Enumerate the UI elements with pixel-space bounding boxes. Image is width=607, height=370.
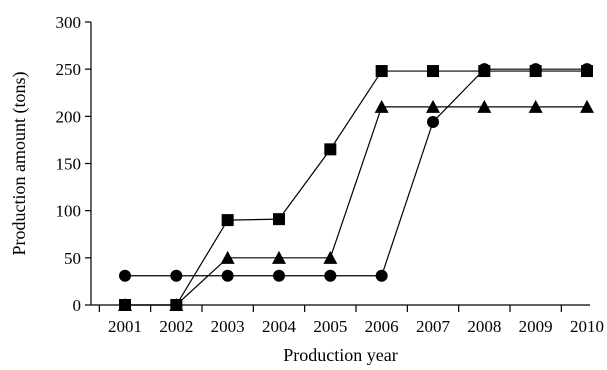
y-ticks: 0 50 100 150 200 250 300 xyxy=(56,13,91,315)
y-tick-label: 200 xyxy=(56,107,82,126)
y-tick-label: 150 xyxy=(56,155,82,174)
x-axis-label: Production year xyxy=(283,345,397,365)
triangle-marker xyxy=(426,99,440,113)
circle-marker xyxy=(478,63,491,76)
series-square xyxy=(119,65,593,311)
square-marker xyxy=(273,213,285,226)
x-tick-label: 2006 xyxy=(365,317,399,336)
triangle-marker xyxy=(323,250,338,264)
axes xyxy=(90,22,590,306)
circle-marker xyxy=(170,269,183,282)
series-line xyxy=(125,68,587,277)
series-line xyxy=(125,106,587,306)
y-tick-label: 100 xyxy=(56,202,82,221)
triangle-marker xyxy=(272,250,286,264)
x-tick-label: 2002 xyxy=(159,317,193,336)
x-tick-label: 2001 xyxy=(108,317,142,336)
triangle-marker xyxy=(477,99,492,113)
square-marker xyxy=(427,65,439,78)
triangle-marker xyxy=(169,298,184,311)
y-axis-label: Production amount (tons) xyxy=(9,72,30,256)
triangle-marker xyxy=(220,250,235,264)
x-tick-label: 2010 xyxy=(570,317,604,336)
x-tick-label: 2005 xyxy=(313,317,347,336)
y-tick-label: 50 xyxy=(64,249,81,268)
circle-marker xyxy=(427,115,439,128)
y-tick-label: 250 xyxy=(56,60,82,79)
series-line xyxy=(125,70,587,306)
x-tick-label: 2004 xyxy=(262,317,297,336)
circle-marker xyxy=(221,269,234,282)
triangle-marker xyxy=(580,99,594,113)
series-circle xyxy=(119,63,593,282)
x-tick-label: 2003 xyxy=(211,317,245,336)
x-ticks: 2001 2002 2003 2004 2005 2006 2007 2008 2009 2010 xyxy=(98,305,604,336)
square-marker xyxy=(221,214,234,227)
y-tick-label: 0 xyxy=(73,296,82,315)
x-tick-label: 2008 xyxy=(467,317,501,336)
circle-marker xyxy=(273,269,285,282)
circle-marker xyxy=(324,269,337,282)
series-triangle xyxy=(118,99,594,311)
square-marker xyxy=(324,143,337,156)
square-marker xyxy=(375,65,388,78)
circle-marker xyxy=(581,63,593,76)
triangle-marker xyxy=(374,99,389,113)
triangle-marker xyxy=(528,99,543,113)
circle-marker xyxy=(529,63,542,76)
circle-marker xyxy=(119,269,131,282)
x-tick-label: 2007 xyxy=(416,317,451,336)
x-tick-label: 2009 xyxy=(519,317,553,336)
triangle-marker xyxy=(118,298,132,311)
y-tick-label: 300 xyxy=(56,13,82,32)
series-layer xyxy=(118,63,594,311)
circle-marker xyxy=(375,269,388,282)
